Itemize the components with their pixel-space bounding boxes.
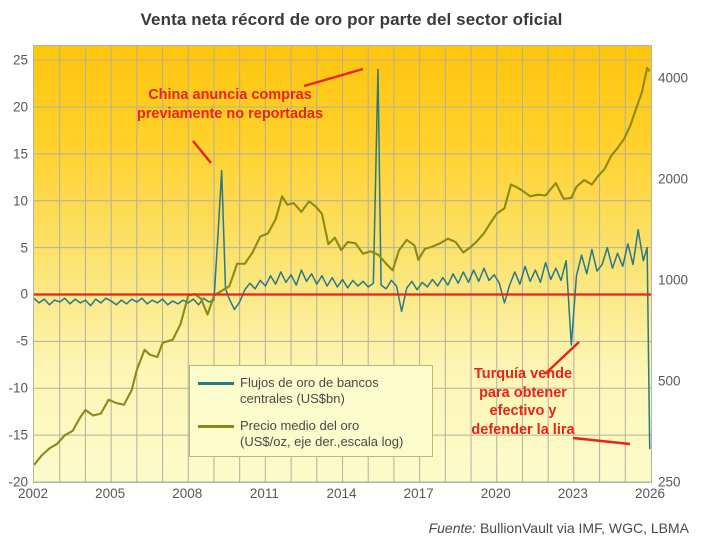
y-axis-left-tick: 0 [20, 286, 28, 302]
y-axis-right-tick: 250 [658, 474, 681, 490]
x-axis-tick: 2026 [634, 486, 666, 501]
x-axis-tick: 2008 [172, 486, 203, 501]
x-axis-tick: 2023 [557, 486, 588, 501]
y-axis-left-tick: -5 [15, 333, 28, 349]
leader-line-china-top [303, 67, 364, 88]
leader-line-turkey-top [544, 341, 580, 375]
annotation-china: China anuncia compras previamente no rep… [136, 87, 324, 122]
source-prefix: Fuente: [428, 520, 477, 536]
x-axis-tick: 2011 [249, 486, 279, 501]
y-axis-left-tick: 5 [20, 240, 28, 256]
legend-swatch-flows [198, 382, 234, 385]
y-axis-right-tick: 500 [658, 373, 681, 389]
plot-svg [34, 46, 651, 482]
y-axis-left-tick: -20 [8, 474, 28, 490]
leader-line-china-bottom [192, 140, 212, 164]
series-line-flows [34, 68, 651, 450]
y-axis-left-tick: 15 [12, 146, 28, 162]
legend-item-price: Precio medio del oro (US$/oz, eje der.,e… [198, 418, 424, 451]
legend-label-flows: Flujos de oro de bancos centrales (US$bn… [240, 375, 379, 407]
x-axis-tick: 2002 [17, 486, 49, 501]
series-line-price [34, 66, 651, 466]
y-axis-right-tick: 4000 [658, 70, 689, 86]
series-layer [34, 66, 651, 466]
x-axis-tick: 2017 [403, 486, 434, 501]
y-axis-left-tick: 25 [12, 52, 28, 68]
source-text: BullionVault via IMF, WGC, LBMA [476, 520, 689, 536]
leader-line-turkey-bottom [572, 436, 631, 446]
y-axis-right-tick: 2000 [658, 171, 689, 187]
x-axis-tick: 2005 [95, 486, 126, 501]
legend: Flujos de oro de bancos centrales (US$bn… [189, 365, 433, 457]
x-axis-tick: 2014 [326, 486, 357, 501]
y-axis-left-tick: 10 [12, 193, 28, 209]
legend-label-price: Precio medio del oro (US$/oz, eje der.,e… [240, 417, 404, 449]
y-axis-left-tick: -15 [8, 427, 28, 443]
y-axis-right: 4000 2000 1000 500 250 [658, 45, 703, 490]
y-axis-left-tick: 20 [12, 99, 28, 115]
legend-item-flows: Flujos de oro de bancos centrales (US$bn… [198, 375, 424, 408]
page-title: Venta neta récord de oro por parte del s… [140, 10, 563, 29]
y-axis-right-tick: 1000 [658, 272, 689, 288]
y-axis-left: 25 20 15 10 5 0 -5 -10 -15 -20 [0, 45, 28, 490]
x-axis: 2002 2005 2008 2011 2014 2017 2020 2023 2026 [18, 484, 665, 508]
source-note: Fuente: BullionVault via IMF, WGC, LBMA [0, 520, 689, 536]
annotation-turkey: Turquía vende para obtener efectivo y de… [471, 366, 575, 438]
y-axis-left-tick: -10 [8, 380, 28, 396]
legend-swatch-price [198, 424, 234, 428]
annotation-leader-lines [192, 67, 631, 446]
x-axis-tick: 2020 [480, 486, 511, 501]
